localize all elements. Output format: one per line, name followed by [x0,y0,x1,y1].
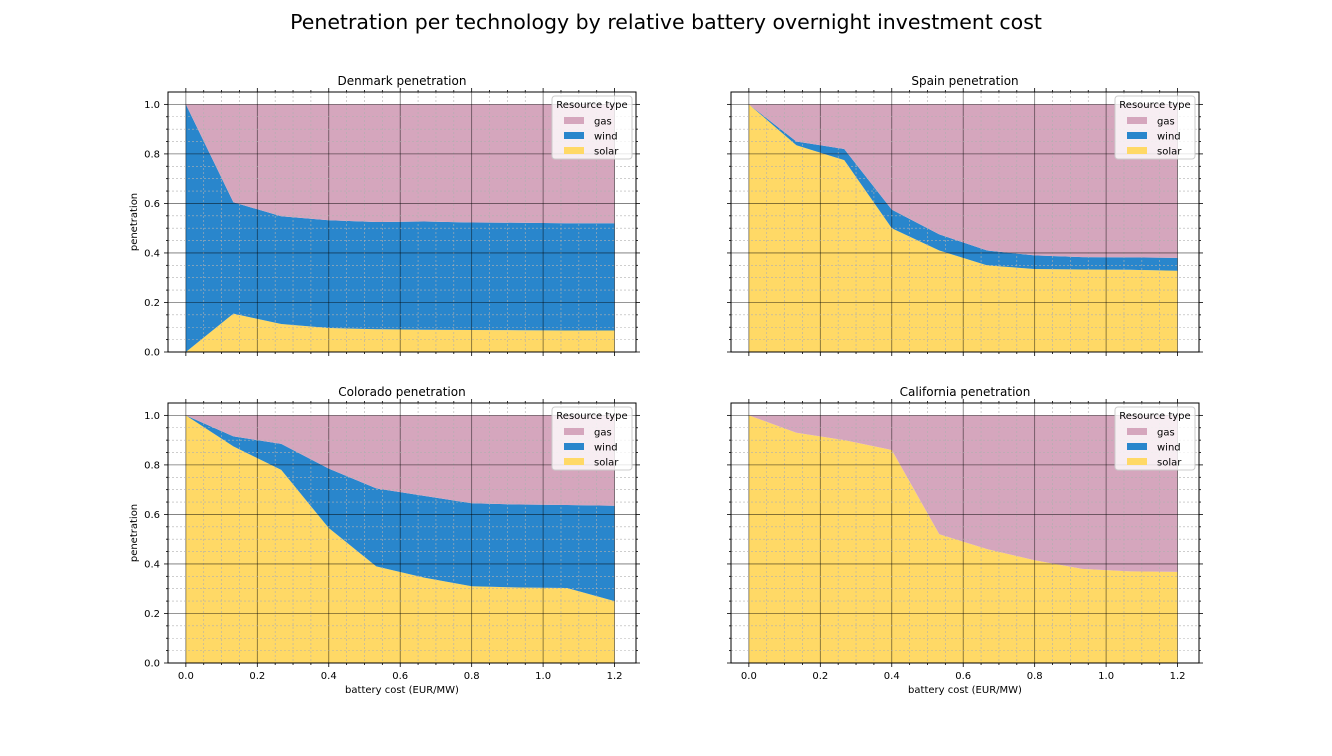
legend-label-gas: gas [1157,428,1175,439]
y-tick-label: 0.4 [144,559,160,570]
x-tick-label: 0.4 [884,671,900,682]
y-tick-label: 0.6 [144,199,160,210]
legend-label-solar: solar [594,458,619,469]
x-tick-label: 0.0 [178,671,194,682]
legend-label-solar: solar [1157,458,1182,469]
chart-title: Denmark penetration [338,74,467,88]
legend-swatch-gas [1127,117,1147,124]
legend-label-solar: solar [594,147,619,158]
chart-title: Spain penetration [911,74,1018,88]
axes-frame [167,402,637,664]
legend-swatch-wind [1127,132,1147,139]
legend-title: Resource type [1119,411,1190,422]
y-tick-label: 0.8 [144,460,160,471]
x-tick-label: 0.6 [955,671,971,682]
grid [731,403,1199,664]
x-tick-label: 0.8 [1027,671,1043,682]
legend: Resource type gas wind solar [1114,95,1196,160]
chart-panel-3: 0.0 0.2 0.4 0.6 0.8 1.0 0.0 0.2 0.4 0.6 0.8 1.0 1.2 C… [129,385,640,696]
x-tick-label: 0.2 [249,671,265,682]
legend-swatch-wind [564,132,584,139]
legend-label-gas: gas [594,428,612,439]
legend-label-wind: wind [594,132,618,143]
grid [168,92,636,353]
legend-swatch-gas [1127,428,1147,435]
x-tick-label: 0.6 [392,671,408,682]
y-tick-label: 0.0 [144,348,160,359]
legend-swatch-solar [1127,458,1147,465]
y-tick-label: 0.0 [144,659,160,670]
legend-label-wind: wind [594,443,618,454]
legend-title: Resource type [556,100,627,111]
y-tick-label: 1.0 [144,100,160,111]
legend-swatch-gas [564,428,584,435]
legend-swatch-solar [564,147,584,154]
x-tick-label: 0.0 [741,671,757,682]
legend-box [551,95,633,160]
chart-panel-1: 0.0 0.2 0.4 0.6 0.8 1.0 Denmark penetration pen… [129,74,640,359]
x-tick-label: 1.2 [607,671,623,682]
legend: Resource type gas wind solar [551,95,633,160]
legend-swatch-solar [1127,147,1147,154]
chart-panel-4: 0.0 0.2 0.4 0.6 0.8 1.0 1.2 California penetrat… [727,385,1203,696]
x-tick-label: 0.8 [464,671,480,682]
legend-label-solar: solar [1157,147,1182,158]
y-tick-label: 0.2 [144,609,160,620]
x-tick-label: 1.2 [1170,671,1186,682]
figure-title: Penetration per technology by relative b… [290,10,1042,34]
legend-label-gas: gas [594,117,612,128]
y-axis-label: penetration [129,193,140,251]
legend-swatch-gas [564,117,584,124]
grid [731,92,1199,353]
legend-label-gas: gas [1157,117,1175,128]
x-axis-label: battery cost (EUR/MW) [345,685,459,696]
x-tick-label: 0.2 [812,671,828,682]
legend-swatch-wind [564,443,584,450]
chart-title: Colorado penetration [338,385,465,399]
x-axis-label: battery cost (EUR/MW) [908,685,1022,696]
y-tick-label: 0.8 [144,149,160,160]
legend-label-wind: wind [1157,132,1181,143]
y-tick-label: 0.2 [144,298,160,309]
legend-swatch-solar [564,458,584,465]
legend: Resource type gas wind solar [1114,406,1196,471]
y-tick-label: 1.0 [144,411,160,422]
x-tick-label: 0.4 [321,671,337,682]
x-tick-label: 1.0 [535,671,551,682]
legend-box [1114,95,1196,160]
chart-title: California penetration [900,385,1031,399]
x-tick-label: 1.0 [1098,671,1114,682]
legend-title: Resource type [556,411,627,422]
axes-frame [730,91,1200,353]
legend-box [551,406,633,471]
axes-frame [730,402,1200,664]
y-tick-label: 0.4 [144,248,160,259]
y-axis-label: penetration [129,504,140,562]
legend-label-wind: wind [1157,443,1181,454]
legend-swatch-wind [1127,443,1147,450]
chart-panel-2: Spain penetration Resource type gas wind sol… [727,74,1203,356]
legend: Resource type gas wind solar [551,406,633,471]
legend-title: Resource type [1119,100,1190,111]
axes-frame [167,91,637,353]
y-tick-label: 0.6 [144,510,160,521]
legend-box [1114,406,1196,471]
